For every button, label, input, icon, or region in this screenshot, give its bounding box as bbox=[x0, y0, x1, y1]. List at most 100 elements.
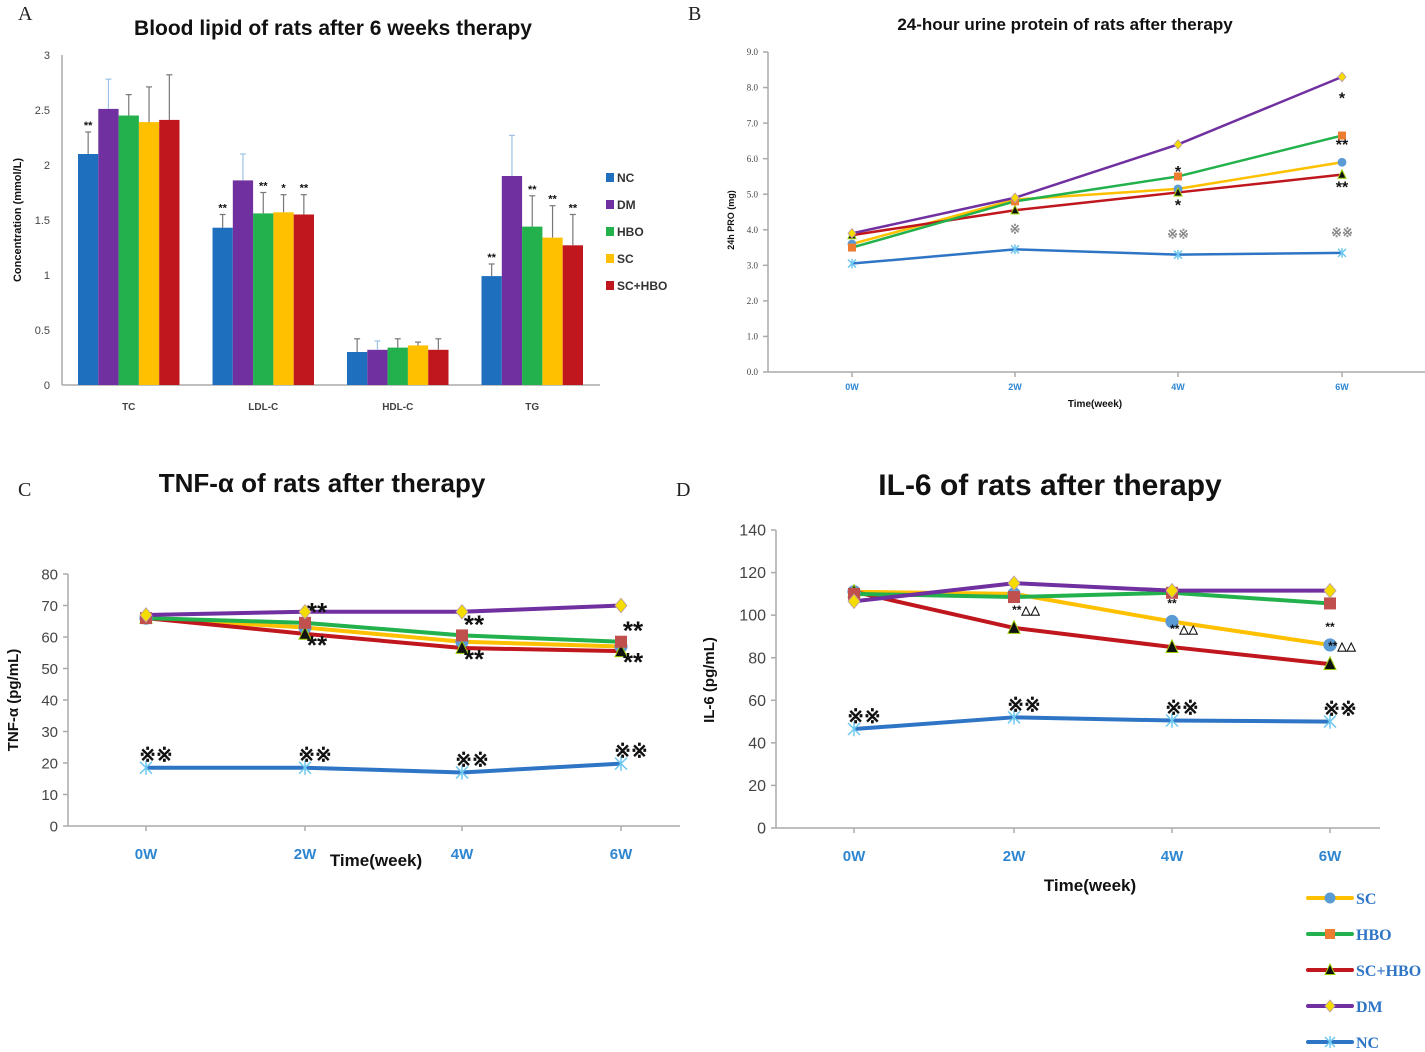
marker-dm bbox=[1337, 71, 1347, 83]
bar-sc-tc bbox=[138, 122, 160, 385]
y-tick-label: 3 bbox=[44, 50, 50, 62]
y-tick-label: 120 bbox=[739, 565, 766, 582]
series-line-hbo bbox=[853, 590, 1331, 606]
marker-sc-hbo bbox=[1173, 186, 1183, 197]
significance-mark: ** bbox=[218, 203, 227, 215]
x-tick-label: 2W bbox=[1008, 382, 1022, 392]
bar-nc-tc bbox=[78, 154, 99, 385]
marker-nc bbox=[614, 756, 628, 771]
significance-mark: **△△ bbox=[1012, 603, 1041, 617]
marker-hbo bbox=[1325, 929, 1335, 939]
chart-c-ylabel: TNF-α (pg/mL) bbox=[5, 649, 22, 752]
significance-mark: ** bbox=[84, 120, 93, 132]
legend-label: NC bbox=[617, 171, 635, 185]
y-tick-label: 40 bbox=[748, 735, 766, 752]
legend-label: DM bbox=[617, 198, 636, 212]
bar-sc-hbo-ldl-c bbox=[293, 214, 314, 385]
marker-nc bbox=[298, 760, 312, 775]
bar-dm-hdl-c bbox=[367, 349, 388, 385]
y-tick-label: 80 bbox=[748, 650, 766, 667]
y-tick-label: 1.0 bbox=[747, 332, 759, 342]
x-tick-label: TG bbox=[525, 402, 539, 413]
significance-mark: ** bbox=[300, 183, 309, 195]
y-tick-label: 5.0 bbox=[747, 189, 759, 199]
y-tick-label: 10 bbox=[41, 787, 58, 804]
marker-dm bbox=[1007, 575, 1021, 592]
marker-hbo bbox=[299, 616, 311, 629]
x-tick-label: 6W bbox=[1335, 382, 1349, 392]
marker-nc bbox=[847, 721, 861, 737]
legend-swatch bbox=[606, 227, 614, 236]
bar-nc-ldl-c bbox=[212, 227, 233, 385]
y-tick-label: 0 bbox=[757, 821, 766, 838]
significance-mark: **△△ bbox=[1170, 622, 1199, 636]
significance-mark: * bbox=[1339, 91, 1346, 108]
legend-label: HBO bbox=[1356, 927, 1392, 944]
significance-mark: ** bbox=[1336, 180, 1349, 197]
bar-nc-hdl-c bbox=[347, 352, 368, 385]
legend-label: DM bbox=[1356, 999, 1383, 1016]
marker-dm bbox=[847, 227, 857, 239]
series-line-hbo bbox=[851, 134, 1343, 249]
legend-swatch bbox=[606, 200, 614, 209]
marker-sc-hbo bbox=[298, 625, 312, 640]
panel-label-a: A bbox=[18, 3, 33, 25]
marker-hbo bbox=[1174, 172, 1182, 181]
marker-dm bbox=[847, 593, 861, 610]
legend-label: SC+HBO bbox=[1356, 963, 1421, 980]
legend-swatch bbox=[606, 254, 614, 263]
bar-sc-hbo-hdl-c bbox=[428, 349, 449, 385]
bar-dm-ldl-c bbox=[232, 180, 254, 385]
x-tick-label: HDL-C bbox=[382, 402, 413, 413]
series-line-sc-hbo bbox=[145, 616, 622, 654]
series-line-dm bbox=[145, 603, 622, 617]
series-line-sc bbox=[145, 616, 622, 649]
y-tick-label: 70 bbox=[41, 598, 58, 615]
significance-mark: ** bbox=[623, 647, 644, 677]
series-line-nc bbox=[851, 248, 1343, 265]
chart-c-xlabel: Time(week) bbox=[330, 851, 422, 870]
marker-nc bbox=[1010, 244, 1020, 255]
series-line-sc-hbo bbox=[853, 589, 1331, 667]
chart-c-title: TNF-α of rats after therapy bbox=[159, 468, 486, 498]
marker-sc-hbo bbox=[1010, 204, 1020, 215]
marker-sc-hbo bbox=[1165, 638, 1179, 653]
marker-dm bbox=[139, 607, 153, 623]
y-tick-label: 20 bbox=[748, 778, 766, 795]
y-tick-label: 60 bbox=[41, 629, 58, 646]
legend-label: NC bbox=[1356, 1035, 1379, 1052]
significance-mark: ※※ bbox=[1323, 699, 1357, 721]
y-tick-label: 2 bbox=[44, 160, 50, 172]
panel-label-b: B bbox=[688, 3, 701, 25]
bar-dm-tg bbox=[501, 176, 523, 385]
marker-sc bbox=[1165, 614, 1179, 629]
x-tick-label: 4W bbox=[1171, 382, 1185, 392]
bar-dm-tc bbox=[98, 108, 119, 386]
marker-nc bbox=[1165, 713, 1179, 728]
significance-mark: ** bbox=[528, 184, 537, 196]
bar-hbo-tc bbox=[118, 115, 139, 385]
y-tick-label: 1 bbox=[44, 270, 50, 282]
significance-mark: ** bbox=[569, 203, 578, 215]
significance-mark: ** bbox=[1336, 137, 1349, 154]
panel-label-c: C bbox=[18, 479, 31, 501]
significance-mark: ** bbox=[307, 630, 328, 660]
y-tick-label: 0.5 bbox=[35, 325, 50, 337]
significance-mark: ※※ bbox=[1167, 227, 1189, 242]
bar-sc-hbo-tg bbox=[562, 245, 583, 385]
marker-sc bbox=[1324, 892, 1336, 904]
y-tick-label: 2.5 bbox=[35, 105, 50, 117]
chart-b-title: 24-hour urine protein of rats after ther… bbox=[897, 15, 1233, 34]
marker-sc-hbo bbox=[1323, 655, 1337, 670]
marker-nc bbox=[1323, 714, 1337, 729]
marker-hbo bbox=[615, 635, 627, 648]
marker-nc bbox=[847, 258, 857, 269]
y-tick-label: 80 bbox=[41, 566, 58, 583]
marker-hbo bbox=[1008, 591, 1020, 604]
significance-mark: ※※ bbox=[298, 745, 332, 767]
y-tick-label: 100 bbox=[739, 608, 766, 625]
marker-nc bbox=[455, 765, 469, 780]
marker-sc-hbo bbox=[1324, 962, 1336, 975]
marker-dm bbox=[455, 603, 469, 620]
